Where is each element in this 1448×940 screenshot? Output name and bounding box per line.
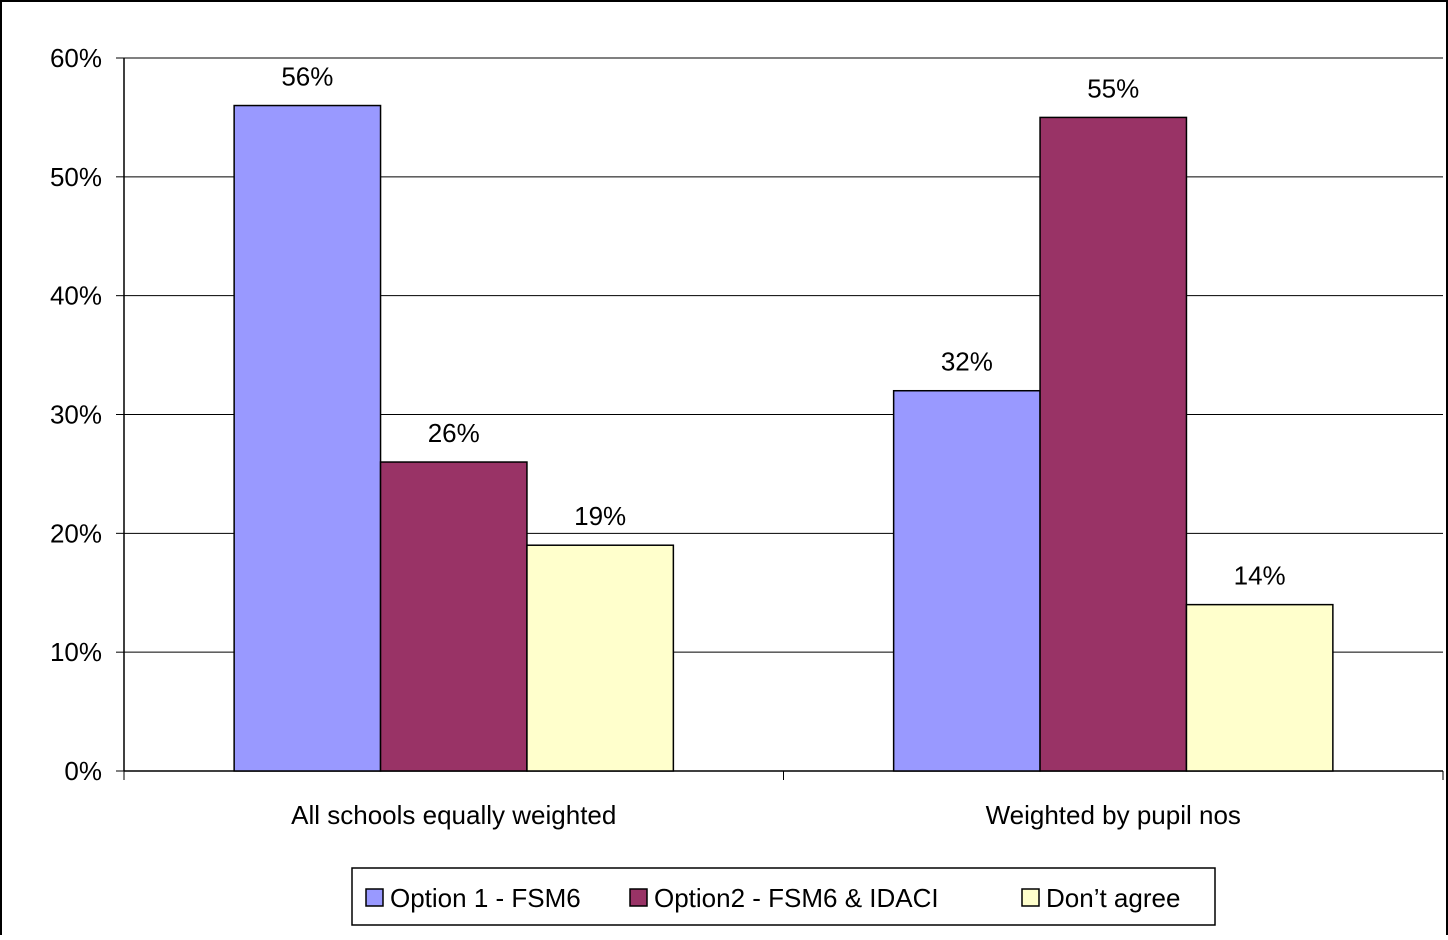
bar bbox=[526, 544, 675, 772]
legend-label: Option2 - FSM6 & IDACI bbox=[654, 883, 939, 913]
legend-label: Don’t agree bbox=[1046, 883, 1180, 913]
data-label: 56% bbox=[281, 62, 333, 92]
bar bbox=[1185, 603, 1334, 772]
x-category-label: Weighted by pupil nos bbox=[986, 800, 1241, 830]
bar bbox=[233, 104, 382, 772]
legend-label: Option 1 - FSM6 bbox=[390, 883, 581, 913]
y-tick-label: 10% bbox=[50, 637, 102, 667]
legend-swatch bbox=[629, 888, 648, 907]
legend: Option 1 - FSM6 Option2 - FSM6 & IDACI Don… bbox=[351, 867, 1216, 926]
y-tick-label: 60% bbox=[50, 43, 102, 73]
bars bbox=[233, 104, 1334, 772]
y-tick-label: 0% bbox=[64, 756, 102, 786]
data-label: 19% bbox=[574, 501, 626, 531]
y-tick-label: 20% bbox=[50, 518, 102, 548]
legend-swatch bbox=[1021, 888, 1040, 907]
bar bbox=[892, 389, 1041, 772]
data-label: 55% bbox=[1087, 73, 1139, 103]
data-label: 32% bbox=[941, 347, 993, 377]
bar bbox=[379, 461, 528, 772]
data-label: 26% bbox=[428, 418, 480, 448]
data-label: 14% bbox=[1234, 561, 1286, 591]
x-category-label: All schools equally weighted bbox=[291, 800, 616, 830]
y-tick-label: 30% bbox=[50, 400, 102, 430]
y-tick-label: 50% bbox=[50, 162, 102, 192]
axes: 0% 10% 20% 30% 40% 50% 60% All schools equally … bbox=[50, 43, 1444, 830]
legend-box bbox=[351, 867, 1216, 926]
legend-swatch bbox=[365, 888, 384, 907]
data-labels: 56% 26% 19% 32% 55% 14% bbox=[281, 62, 1285, 591]
bar bbox=[1039, 116, 1188, 772]
y-tick-label: 40% bbox=[50, 281, 102, 311]
